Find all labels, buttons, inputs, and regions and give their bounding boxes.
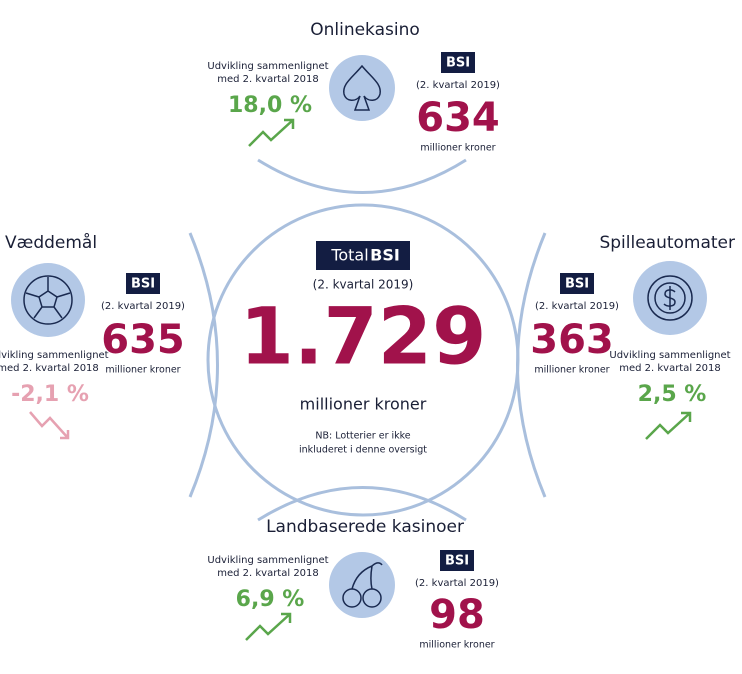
segment-value: 98 bbox=[429, 592, 485, 638]
change-value: 6,9 % bbox=[236, 587, 305, 612]
note: inkluderet i denne oversigt bbox=[299, 445, 427, 456]
spade-icon bbox=[329, 55, 395, 121]
arc bbox=[257, 158, 467, 194]
change-label: med 2. kvartal 2018 bbox=[217, 74, 319, 85]
change-label: med 2. kvartal 2018 bbox=[619, 363, 721, 374]
change-value: 2,5 % bbox=[638, 382, 707, 407]
segment-value: 634 bbox=[416, 95, 500, 141]
period: (2. kvartal 2019) bbox=[313, 278, 414, 292]
period: (2. kvartal 2019) bbox=[101, 301, 185, 312]
change-label: Udvikling sammenlignet bbox=[207, 61, 328, 72]
trend-arrow bbox=[645, 411, 692, 440]
unit: millioner kroner bbox=[419, 640, 494, 651]
period: (2. kvartal 2019) bbox=[535, 301, 619, 312]
unit: millioner kroner bbox=[105, 365, 180, 376]
segment-title: Landbaserede kasinoer bbox=[266, 517, 464, 537]
trend-arrow bbox=[245, 612, 292, 641]
badge bbox=[316, 241, 410, 270]
cherry-icon bbox=[329, 552, 395, 618]
unit: millioner kroner bbox=[534, 365, 609, 376]
segment-title: Væddemål bbox=[5, 232, 97, 253]
arc bbox=[257, 486, 467, 522]
badge bbox=[440, 550, 474, 571]
total-value: 1.729 bbox=[240, 292, 487, 382]
change-label: med 2. kvartal 2018 bbox=[217, 568, 319, 579]
change-label: med 2. kvartal 2018 bbox=[0, 363, 99, 374]
coin-icon bbox=[633, 261, 707, 335]
badge-label: BSI bbox=[131, 277, 155, 292]
unit: millioner kroner bbox=[420, 143, 495, 154]
period: (2. kvartal 2019) bbox=[416, 80, 500, 91]
football-icon bbox=[11, 263, 85, 337]
period: (2. kvartal 2019) bbox=[415, 578, 499, 589]
arc bbox=[188, 232, 219, 498]
segment-title: Spilleautomater bbox=[599, 233, 735, 253]
segment-title: Onlinekasino bbox=[310, 20, 420, 40]
badge bbox=[560, 273, 594, 294]
segment-value: 363 bbox=[530, 317, 614, 363]
trend-arrow bbox=[29, 411, 70, 440]
change-label: Udvikling sammenlignet bbox=[207, 555, 328, 566]
badge-label: BSI bbox=[565, 277, 589, 292]
badge-label: BSI bbox=[446, 56, 470, 71]
badge-label: BSI bbox=[445, 554, 469, 569]
badge bbox=[441, 52, 475, 73]
change-label: Udvikling sammenlignet bbox=[609, 350, 730, 361]
arc bbox=[516, 232, 547, 498]
trend-arrow bbox=[248, 118, 295, 147]
note: NB: Lotterier er ikke bbox=[315, 431, 410, 442]
change-value: -2,1 % bbox=[11, 382, 89, 407]
badge-label: BSI bbox=[370, 246, 400, 265]
badge-prefix: Total bbox=[330, 246, 368, 265]
unit: millioner kroner bbox=[300, 395, 427, 414]
badge bbox=[126, 273, 160, 294]
segment-value: 635 bbox=[101, 317, 185, 363]
change-label: Udvikling sammenlignet bbox=[0, 350, 109, 361]
change-value: 18,0 % bbox=[228, 93, 312, 118]
